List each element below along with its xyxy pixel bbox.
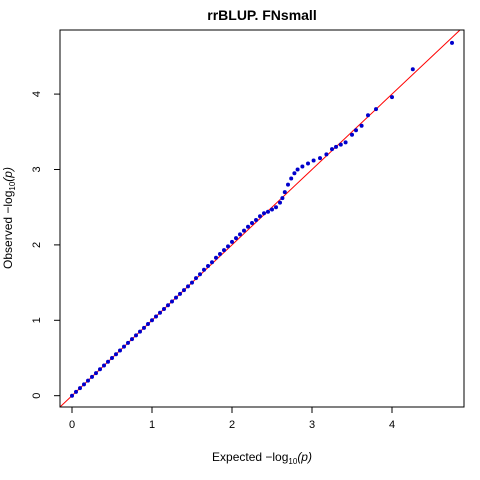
data-point (222, 248, 226, 253)
data-point (206, 264, 210, 269)
x-tick-label: 1 (149, 419, 155, 431)
x-tick-label: 3 (309, 419, 315, 431)
x-axis-label: Expected −log10(p) (212, 450, 312, 466)
data-point (98, 367, 102, 372)
data-point (78, 386, 82, 391)
data-point (359, 123, 364, 128)
data-point (170, 299, 174, 304)
data-point (218, 251, 222, 256)
data-point (374, 107, 378, 112)
data-point (134, 333, 138, 338)
data-point (146, 322, 150, 327)
y-tick-label: 2 (31, 242, 43, 248)
data-point (311, 158, 316, 163)
data-point (410, 67, 415, 72)
data-point (138, 329, 142, 334)
data-point (158, 310, 162, 315)
data-point (242, 228, 246, 233)
data-point (338, 142, 343, 147)
data-point (94, 371, 98, 376)
data-point (114, 352, 118, 357)
data-point (166, 303, 170, 308)
data-point (254, 218, 258, 223)
data-point (343, 140, 348, 145)
data-point (282, 190, 287, 195)
y-axis-label: Observed −log10(p) (1, 167, 17, 269)
y-axis: 0 1 2 3 4 (31, 91, 61, 399)
data-point (366, 113, 370, 118)
data-point (202, 267, 206, 272)
data-point (354, 128, 358, 133)
points-group (70, 40, 454, 398)
data-point (82, 382, 86, 387)
data-point (130, 337, 134, 342)
data-point (280, 196, 285, 201)
data-point (226, 244, 230, 249)
y-tick-label: 1 (31, 317, 43, 323)
data-point (289, 176, 294, 181)
data-point (86, 378, 90, 383)
data-point (118, 348, 122, 353)
data-point (324, 152, 329, 157)
x-tick-label: 4 (389, 419, 395, 431)
data-point (198, 272, 202, 277)
y-tick-label: 0 (31, 393, 43, 399)
data-point (150, 318, 154, 323)
data-point (286, 182, 290, 187)
data-point (258, 214, 262, 219)
data-point (162, 306, 166, 311)
data-point (270, 207, 274, 212)
y-tick-label: 3 (31, 166, 43, 172)
data-point (238, 232, 242, 237)
data-point (174, 295, 178, 300)
data-point (292, 171, 297, 176)
data-point (318, 156, 322, 161)
data-point (122, 344, 126, 349)
x-tick-label: 0 (69, 419, 75, 431)
data-point (142, 325, 146, 330)
data-point (182, 288, 186, 293)
data-point (214, 255, 218, 260)
data-point (230, 239, 234, 244)
data-point (126, 340, 130, 345)
data-point (210, 260, 214, 265)
data-point (154, 314, 158, 319)
data-point (300, 164, 305, 169)
data-point (262, 211, 266, 216)
data-point (106, 359, 110, 364)
data-point (390, 95, 394, 100)
data-point (190, 280, 194, 285)
data-point (274, 205, 278, 210)
data-point (110, 355, 114, 360)
chart-title: rrBLUP. FNsmall (207, 7, 316, 23)
x-axis: 0 1 2 3 4 (69, 406, 395, 431)
data-point (450, 40, 454, 45)
data-point (278, 200, 282, 205)
data-point (90, 374, 94, 379)
data-point (70, 393, 74, 398)
data-point (295, 167, 300, 172)
data-point (186, 284, 190, 289)
data-point (234, 236, 238, 241)
data-point (334, 144, 338, 149)
data-point (330, 147, 334, 152)
data-point (246, 224, 250, 229)
y-tick-label: 4 (31, 91, 43, 97)
data-point (178, 291, 182, 296)
data-point (350, 132, 354, 137)
data-point (74, 389, 78, 394)
data-point (250, 221, 254, 226)
data-point (266, 209, 270, 214)
data-point (194, 276, 198, 281)
data-point (306, 161, 310, 166)
x-tick-label: 2 (229, 419, 235, 431)
data-point (102, 363, 106, 368)
